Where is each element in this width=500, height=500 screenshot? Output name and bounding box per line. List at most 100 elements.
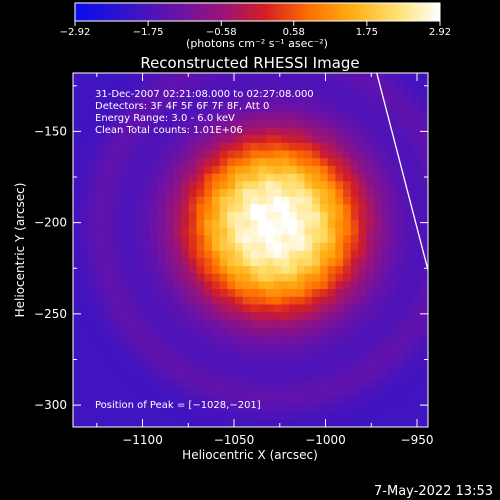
heatmap-pixel (373, 188, 383, 197)
heatmap-pixel (327, 80, 336, 89)
heatmap-pixel (420, 350, 428, 359)
heatmap-pixel (327, 380, 336, 390)
heatmap-pixel (181, 88, 190, 97)
heatmap-pixel (265, 403, 275, 413)
heatmap-pixel (165, 142, 174, 151)
heatmap-pixel (219, 288, 228, 297)
heatmap-pixel (103, 96, 113, 105)
heatmap-pixel (157, 334, 167, 343)
heatmap-pixel (88, 173, 97, 182)
heatmap-pixel (350, 103, 360, 113)
heatmap-pixel (219, 265, 228, 274)
heatmap-pixel (258, 311, 267, 320)
heatmap-pixel (366, 242, 375, 251)
heatmap-pixel (366, 350, 375, 359)
heatmap-pixel (397, 80, 406, 89)
heatmap-pixel (312, 396, 321, 405)
heatmap-pixel (173, 165, 182, 174)
heatmap-pixel (150, 211, 159, 220)
heatmap-pixel (265, 350, 275, 359)
heatmap-pixel (211, 288, 221, 297)
heatmap-pixel (211, 319, 221, 328)
heatmap-pixel (196, 403, 205, 413)
heatmap-pixel (211, 242, 221, 251)
heatmap-pixel (188, 188, 198, 197)
heatmap-pixel (289, 196, 298, 205)
axis-ticks: −1100 −1050 −1000 −950−150−200−250−300 (34, 73, 434, 447)
heatmap-pixel (142, 257, 151, 266)
heatmap-pixel (358, 273, 367, 282)
heatmap-pixel (335, 188, 344, 197)
heatmap-pixel (80, 188, 90, 197)
colorbar-tick-label: −0.58 (206, 27, 237, 38)
heatmap-pixel (142, 319, 151, 328)
heatmap-pixel (273, 119, 282, 128)
heatmap-pixel (188, 296, 198, 305)
heatmap-pixel (111, 226, 120, 236)
heatmap-pixel (88, 196, 97, 205)
heatmap-pixel (381, 149, 391, 159)
heatmap-pixel (204, 226, 213, 236)
heatmap-pixel (227, 219, 236, 228)
heatmap-pixel (88, 380, 97, 390)
heatmap-pixel (73, 311, 82, 320)
heatmap-pixel (242, 173, 252, 182)
heatmap-pixel (412, 365, 421, 374)
heatmap-pixel (219, 149, 228, 159)
heatmap-pixel (219, 196, 228, 205)
heatmap-pixel (188, 319, 198, 328)
heatmap-pixel (420, 342, 428, 351)
heatmap-pixel (211, 411, 221, 420)
heatmap-pixel (265, 157, 275, 166)
heatmap-pixel (381, 134, 391, 143)
heatmap-pixel (304, 380, 313, 390)
heatmap-pixel (157, 303, 167, 313)
heatmap-pixel (134, 88, 144, 97)
heatmap-pixel (204, 280, 213, 290)
heatmap-pixel (88, 219, 97, 228)
heatmap-pixel (111, 342, 120, 351)
heatmap-pixel (265, 365, 275, 374)
heatmap-pixel (204, 80, 213, 89)
heatmap-pixel (319, 403, 329, 413)
heatmap-pixel (381, 173, 391, 182)
heatmap-pixel (258, 365, 267, 374)
heatmap-pixel (103, 165, 113, 174)
heatmap-pixel (196, 357, 205, 367)
heatmap-pixel (196, 88, 205, 97)
heatmap-pixel (227, 203, 236, 213)
heatmap-pixel (235, 142, 244, 151)
heatmap-pixel (258, 342, 267, 351)
heatmap-pixel (219, 388, 228, 397)
heatmap-pixel (250, 403, 259, 413)
heatmap-pixel (296, 88, 306, 97)
heatmap-pixel (296, 149, 306, 159)
heatmap-pixel (258, 265, 267, 274)
heatmap-pixel (103, 126, 113, 136)
heatmap-pixel (389, 342, 398, 351)
heatmap-pixel (142, 273, 151, 282)
heatmap-pixel (296, 211, 306, 220)
heatmap-pixel (273, 380, 282, 390)
heatmap-pixel (165, 149, 174, 159)
heatmap-pixel (397, 257, 406, 266)
heatmap-pixel (404, 80, 414, 89)
heatmap-pixel (304, 319, 313, 328)
heatmap-pixel (80, 226, 90, 236)
heatmap-pixel (258, 250, 267, 259)
heatmap-pixel (242, 334, 252, 343)
heatmap-pixel (343, 203, 352, 213)
heatmap-pixel (173, 419, 182, 427)
heatmap-pixel (235, 173, 244, 182)
heatmap-pixel (103, 173, 113, 182)
heatmap-pixel (242, 365, 252, 374)
heatmap-pixel (173, 280, 182, 290)
heatmap-pixel (381, 319, 391, 328)
heatmap-pixel (312, 357, 321, 367)
heatmap-pixel (258, 180, 267, 190)
heatmap-pixel (173, 411, 182, 420)
heatmap-pixel (134, 173, 144, 182)
heatmap-pixel (165, 234, 174, 243)
heatmap-pixel (327, 311, 336, 320)
heatmap-pixel (404, 96, 414, 105)
